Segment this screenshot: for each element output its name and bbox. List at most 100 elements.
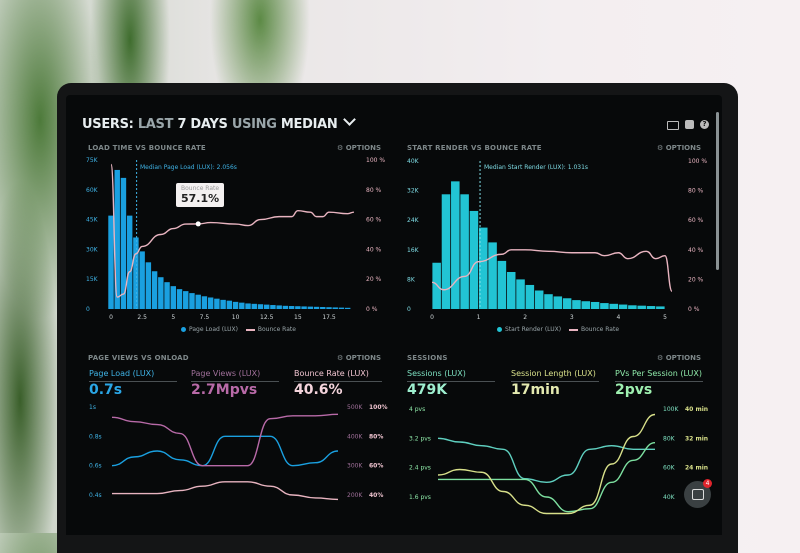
histogram-bar <box>479 227 488 309</box>
y-tick-label-left: 1s <box>89 404 96 411</box>
options-button[interactable]: ⚙ OPTIONS <box>657 354 702 362</box>
legend-label: Page Load (LUX) <box>189 326 238 333</box>
y-tick-label-left: 0.6s <box>89 463 102 470</box>
metric-label: Session Length (LUX) <box>511 369 599 382</box>
histogram-bar <box>270 305 276 309</box>
y-tick-label-right: 80K <box>663 435 676 442</box>
chart-legend: Start Render (LUX) Bounce Rate <box>497 326 619 333</box>
y-tick-label-left: 1.6 pvs <box>409 494 431 501</box>
y-tick-label-right: 500K <box>347 404 363 411</box>
histogram-bar <box>232 301 239 309</box>
metric-page-load: Page Load (LUX) 0.7s <box>89 369 177 398</box>
metric-label: Page Load (LUX) <box>89 369 177 382</box>
histogram-bar <box>332 307 338 309</box>
x-tick-label: 2.5 <box>137 314 147 321</box>
legend-label: Bounce Rate <box>580 326 620 333</box>
metric-pvs-per-session: PVs Per Session (LUX) 2pvs <box>615 369 703 398</box>
histogram-bar <box>590 301 600 309</box>
median-annotation: Median Page Load (LUX): 2.056s <box>140 164 237 171</box>
metric-label: Bounce Rate (LUX) <box>294 369 382 382</box>
x-tick-label: 17.5 <box>322 314 336 321</box>
chat-widget-button[interactable]: 4 <box>684 479 712 508</box>
series-line <box>438 442 656 513</box>
y-tick-label-right: 80 % <box>688 188 704 195</box>
y-tick-label-left: 3.2 pvs <box>409 435 431 442</box>
y-tick-label-right: 400K <box>347 433 363 440</box>
aggregate-selector[interactable]: MEDIAN <box>280 117 338 132</box>
histogram-bar <box>195 294 201 309</box>
y-tick-label-left: 60K <box>86 187 99 194</box>
chart-legend: Page Load (LUX) Bounce Rate <box>181 326 296 333</box>
legend-swatch <box>568 328 578 331</box>
dashboard-screen <box>66 95 722 535</box>
y-tick-label-left: 15K <box>86 276 99 283</box>
metric-value: 2.7Mpvs <box>191 382 258 398</box>
y-tick-label-left: 24K <box>407 217 420 224</box>
y-tick-label-right: 32 min <box>685 435 708 442</box>
y-tick-label-left: 45K <box>86 217 99 224</box>
y-tick-label-right: 40 % <box>688 247 704 254</box>
metric-session-length: Session Length (LUX) 17min <box>511 369 599 398</box>
metric-label: Page Views (LUX) <box>191 369 279 382</box>
tooltip-label: Bounce Rate <box>181 185 220 192</box>
y-tick-label-right: 80 % <box>366 187 382 194</box>
histogram-bar <box>516 279 525 309</box>
y-tick-label-right: 80% <box>369 433 383 440</box>
panel-title: SESSIONS <box>407 354 448 362</box>
legend-label: Start Render (LUX) <box>505 326 562 333</box>
histogram-bar <box>656 306 665 309</box>
metric-value: 40.6% <box>294 382 343 398</box>
metric-value: 0.7s <box>89 382 123 398</box>
histogram-bar <box>170 286 176 309</box>
histogram-bar <box>553 296 563 309</box>
options-button[interactable]: ⚙ OPTIONS <box>337 354 382 362</box>
y-tick-label-right: 20 % <box>688 276 704 283</box>
histogram-bar <box>581 301 591 309</box>
bounce-rate-line <box>110 163 354 298</box>
series-line <box>111 413 339 467</box>
help-icon[interactable]: ? <box>700 120 709 129</box>
x-tick-label: 4 <box>616 314 620 321</box>
chat-icon <box>692 489 704 500</box>
histogram-bar <box>139 251 145 309</box>
histogram-bar <box>176 289 183 309</box>
y-tick-label-left: 30K <box>86 246 99 253</box>
y-tick-label-right: 300K <box>347 463 363 470</box>
tooltip-value: 57.1% <box>181 192 220 205</box>
metric-bounce-rate: Bounce Rate (LUX) 40.6% <box>294 369 382 398</box>
legend-label: Bounce Rate <box>257 326 296 333</box>
metric-page-views: Page Views (LUX) 2.7Mpvs <box>191 369 279 398</box>
histogram-bar <box>145 262 152 309</box>
metric-value: 17min <box>511 382 560 398</box>
y-tick-label-left: 40K <box>407 158 420 165</box>
hover-marker <box>195 221 201 227</box>
y-tick-label-left: 0.8s <box>89 433 102 440</box>
histogram-bar <box>301 306 307 309</box>
x-tick-label: 15 <box>294 314 302 321</box>
scrollbar[interactable] <box>716 112 719 270</box>
histogram-bar <box>239 302 245 309</box>
options-button[interactable]: ⚙ OPTIONS <box>657 144 702 152</box>
series-line <box>111 435 339 467</box>
y-tick-label-right: 100K <box>663 406 679 413</box>
median-annotation: Median Start Render (LUX): 1.031s <box>484 164 589 171</box>
legend-swatch <box>497 327 502 332</box>
options-button[interactable]: ⚙ OPTIONS <box>337 144 382 152</box>
histogram-bar <box>189 293 195 309</box>
gear-icon: ⚙ <box>337 354 346 362</box>
x-tick-label: 3 <box>570 314 574 321</box>
histogram-bar <box>600 303 609 309</box>
monitor-icon[interactable] <box>667 121 679 130</box>
date-range-selector[interactable]: 7 DAYS <box>177 117 228 132</box>
y-tick-label-right: 60% <box>369 463 383 470</box>
x-tick-label: 5 <box>171 314 175 321</box>
histogram-bar <box>108 215 114 309</box>
y-tick-label-left: 8K <box>407 276 416 283</box>
legend-swatch <box>181 327 186 332</box>
image-icon[interactable] <box>685 120 694 129</box>
page-title[interactable]: USERS: LAST 7 DAYS USING MEDIAN <box>82 113 356 132</box>
histogram-bar <box>313 306 320 309</box>
histogram-bar <box>544 294 553 309</box>
x-tick-label: 1 <box>477 314 481 321</box>
